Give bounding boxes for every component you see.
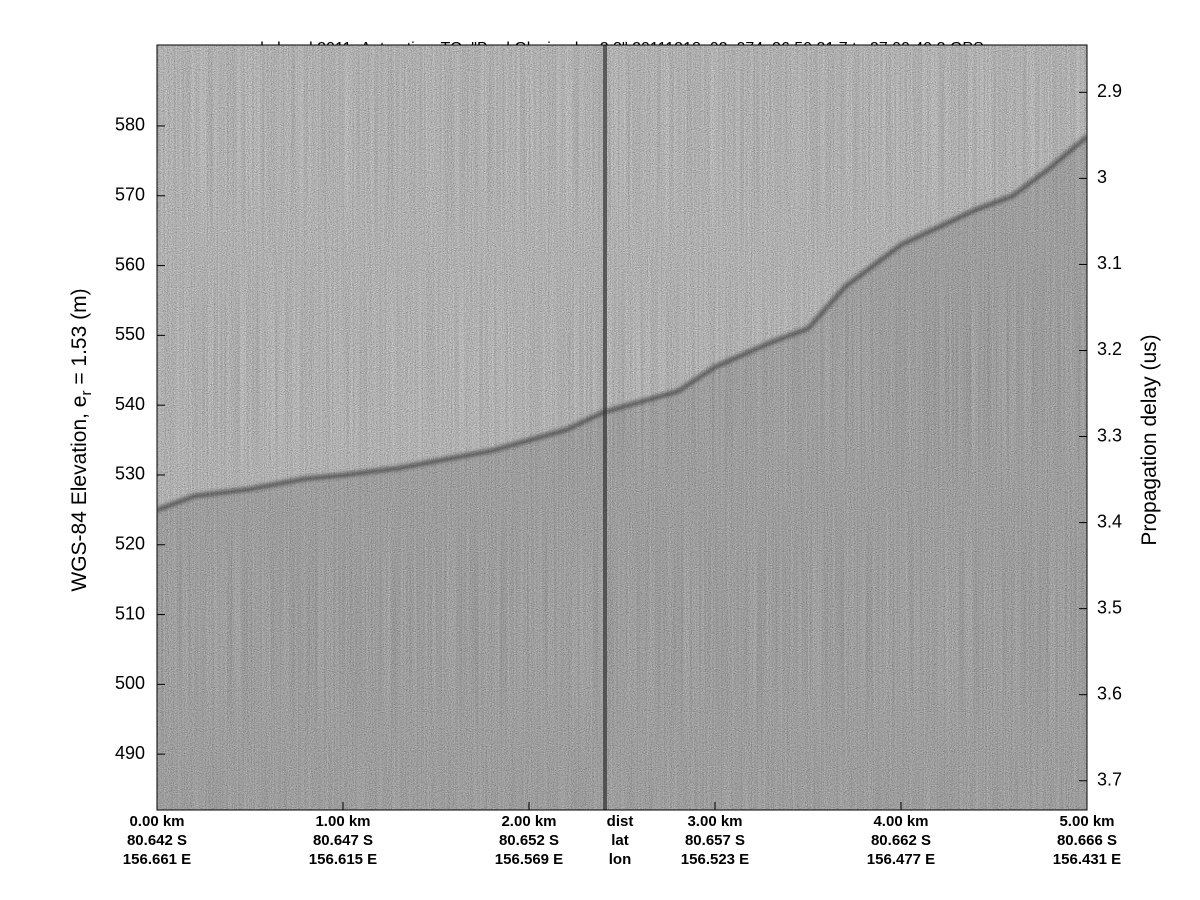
y-tick-label: 580 [115,115,145,135]
subsurface-shading [157,136,1087,810]
y-tick-label: 560 [115,254,145,274]
y-label-part: WGS-84 Elevation, e [68,396,91,592]
y-tick-label: 550 [115,324,145,344]
lat-label: 80.657 S [685,832,745,849]
x-tick-label: 2.00 km [501,813,556,830]
y2-tick-label: 3.2 [1097,339,1122,359]
lat-label: 80.642 S [127,832,187,849]
lon-label: 156.615 E [309,851,377,868]
x-tick-label: 3.00 km [687,813,742,830]
lat-label: 80.666 S [1057,832,1117,849]
y2-tick-label: 3.7 [1097,769,1122,789]
x-tick-label: 0.00 km [129,813,184,830]
surface-echo [157,134,1087,513]
lat-label: 80.652 S [499,832,559,849]
y-label-part: = 1.53 (m) [68,288,91,390]
y2-axis-label: Propagation delay (us) [1138,334,1161,545]
y-axis-label: WGS-84 Elevation, er = 1.53 (m) [68,288,95,591]
lon-label: 156.477 E [867,851,935,868]
y2-tick-label: 3.6 [1097,683,1122,703]
lat-label: 80.647 S [313,832,373,849]
plot-frame [156,44,1088,811]
y-tick-label: 500 [115,673,145,693]
y-tick-label: 520 [115,534,145,554]
y2-tick-label: 3.1 [1097,253,1122,273]
lat-label: 80.662 S [871,832,931,849]
axis-key-label: dist [607,813,634,830]
y-label-subscript: r [78,391,95,396]
y2-tick-label: 3.4 [1097,511,1122,531]
x-tick-label: 5.00 km [1059,813,1114,830]
y2-tick-label: 3 [1097,167,1107,187]
x-tick-label: 1.00 km [315,813,370,830]
y-tick-label: 530 [115,464,145,484]
axis-key-label: lat [611,832,629,849]
vertical-artifact [603,45,607,810]
lon-label: 156.431 E [1053,851,1121,868]
y-tick-label: 490 [115,743,145,763]
axis-key-label: lon [609,851,632,868]
lon-label: 156.523 E [681,851,749,868]
radar-image [157,45,1087,810]
lon-label: 156.661 E [123,851,191,868]
lon-label: 156.569 E [495,851,563,868]
echogram-background [157,45,1087,810]
y-tick-label: 570 [115,185,145,205]
y2-tick-label: 3.5 [1097,597,1122,617]
y2-tick-label: 2.9 [1097,81,1122,101]
x-tick-label: 4.00 km [873,813,928,830]
y-tick-label: 510 [115,603,145,623]
y-tick-label: 540 [115,394,145,414]
y2-tick-label: 3.3 [1097,425,1122,445]
